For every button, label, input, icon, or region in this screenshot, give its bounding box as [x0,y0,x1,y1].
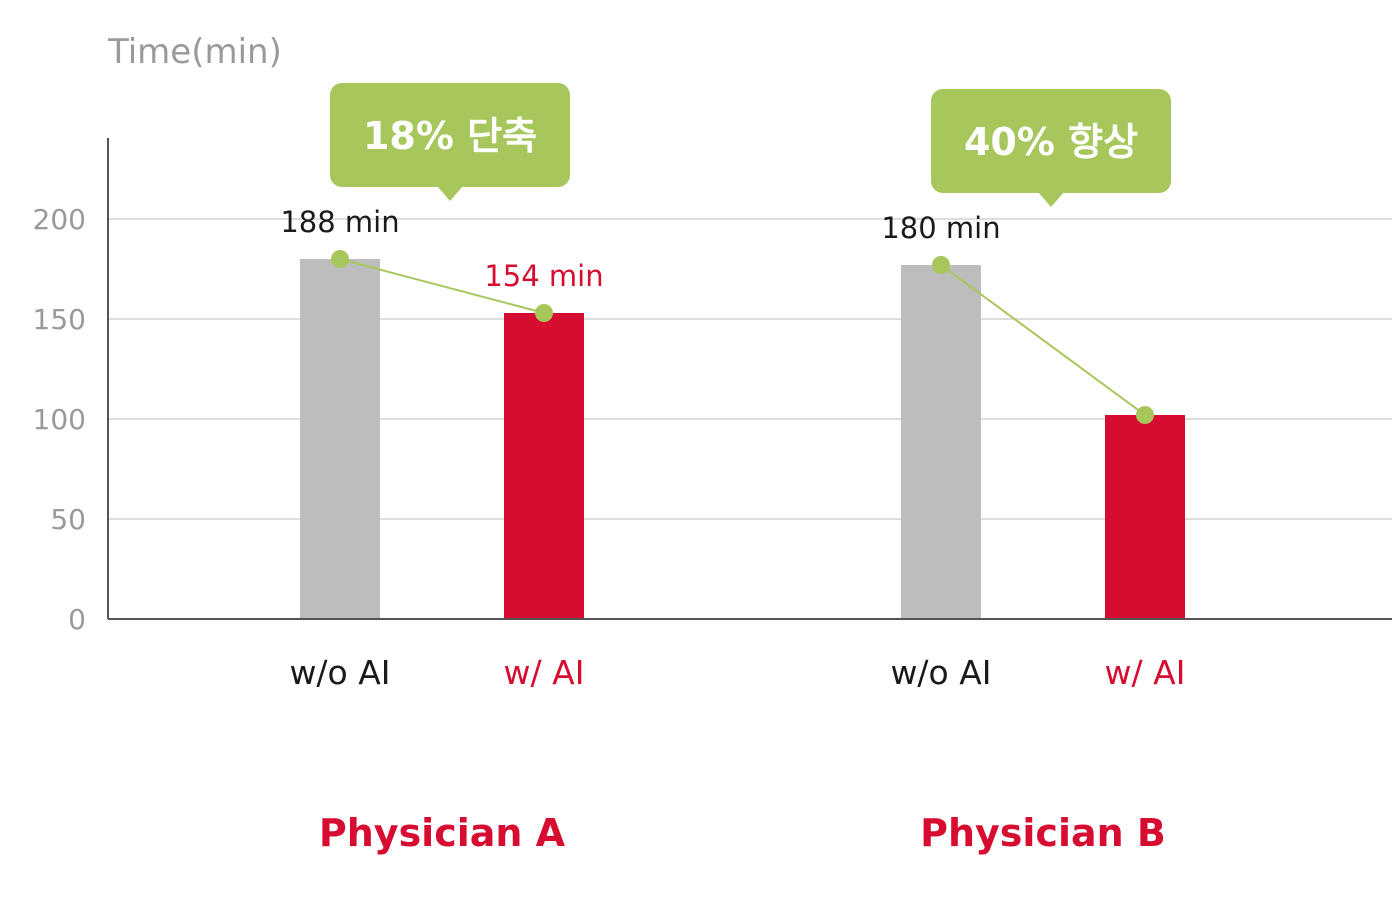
group-label: Physician A [319,811,566,855]
value-label: 154 min [484,259,603,293]
trend-point [331,250,349,268]
y-axis-label: Time(min) [107,32,282,72]
callout-pointer [437,186,463,201]
trend-point [1136,406,1154,424]
bar-group1-with-ai [1105,415,1185,619]
trend-point [535,304,553,322]
bar-group0-with-ai [504,313,584,619]
callout-bubble [931,89,1171,193]
value-label: 180 min [881,211,1000,245]
bars [300,259,1185,619]
y-tick-label-150: 150 [33,303,86,336]
y-tick-labels: 0 50 100 150 200 [33,203,86,636]
trend-lines [331,250,1154,424]
callout-pointer [1038,192,1064,207]
callout-bubble [330,83,570,187]
y-tick-label-200: 200 [33,203,86,236]
category-label: w/ AI [504,653,585,692]
labels: w/o AI 188 min w/ AI 154 min Physician A w/o … [280,205,1185,855]
bar-group1-without-ai [901,265,981,619]
value-label: 188 min [280,205,399,239]
category-label: w/o AI [890,653,991,692]
trend-line [940,264,1146,416]
category-label: w/o AI [289,653,390,692]
y-tick-label-0: 0 [68,603,86,636]
callouts: 18% 단축 40% 향상 [330,83,1171,207]
callout-text: 18% 단축 [363,114,537,158]
axes [107,138,1392,620]
trend-point [932,256,950,274]
y-tick-label-100: 100 [33,403,86,436]
category-label: w/ AI [1105,653,1186,692]
group-label: Physician B [920,811,1166,855]
bar-group0-without-ai [300,259,380,619]
callout-text: 40% 향상 [964,120,1138,164]
y-tick-label-50: 50 [50,503,86,536]
trend-line [339,258,545,314]
